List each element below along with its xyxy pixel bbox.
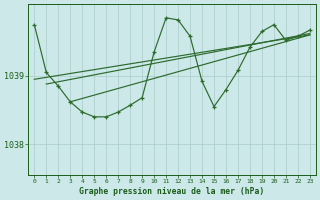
X-axis label: Graphe pression niveau de la mer (hPa): Graphe pression niveau de la mer (hPa) <box>79 187 265 196</box>
